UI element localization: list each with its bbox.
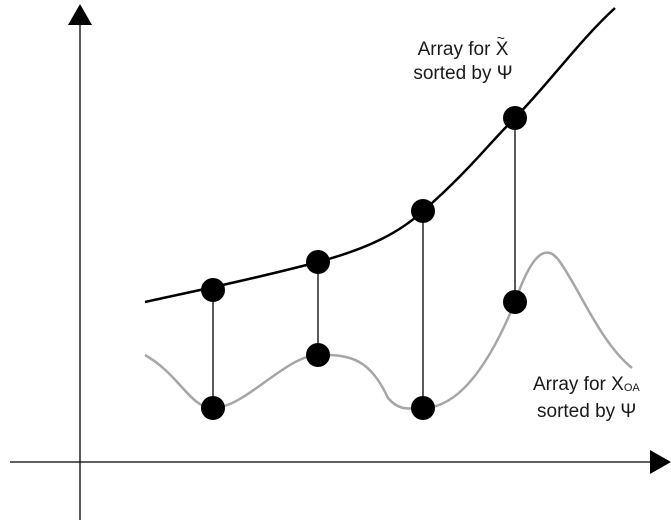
upper-point-2 [306, 250, 330, 274]
upper-label-var-letter: X [495, 39, 509, 60]
lower-point-1 [201, 396, 225, 420]
lower-point-4 [503, 290, 527, 314]
lower-label-line1: Array for XOA [533, 373, 640, 400]
upper-point-4 [503, 106, 527, 130]
upper-point-3 [411, 199, 435, 223]
upper-point-1 [201, 278, 225, 302]
upper-label-line2: sorted by Ψ [413, 63, 513, 84]
lower-label-subscript: OA [623, 382, 640, 394]
x-axis-arrow [650, 450, 671, 474]
y-axis-arrow [68, 4, 92, 25]
upper-curve-label: Array for ~ X sorted by Ψ [388, 30, 538, 86]
lower-label-prefix: Array for X [533, 374, 624, 395]
upper-label-line1: Array for ~ X [388, 30, 538, 62]
lower-point-3 [411, 396, 435, 420]
lower-curve-label: Array for XOA sorted by Ψ [533, 373, 640, 424]
upper-label-tilde: ~ [496, 30, 505, 46]
upper-label-variable: ~ X [495, 30, 509, 62]
lower-label-line2: sorted by Ψ [537, 401, 637, 422]
lower-point-2 [306, 343, 330, 367]
upper-curve [144, 7, 616, 304]
upper-label-prefix: Array for [417, 39, 496, 60]
